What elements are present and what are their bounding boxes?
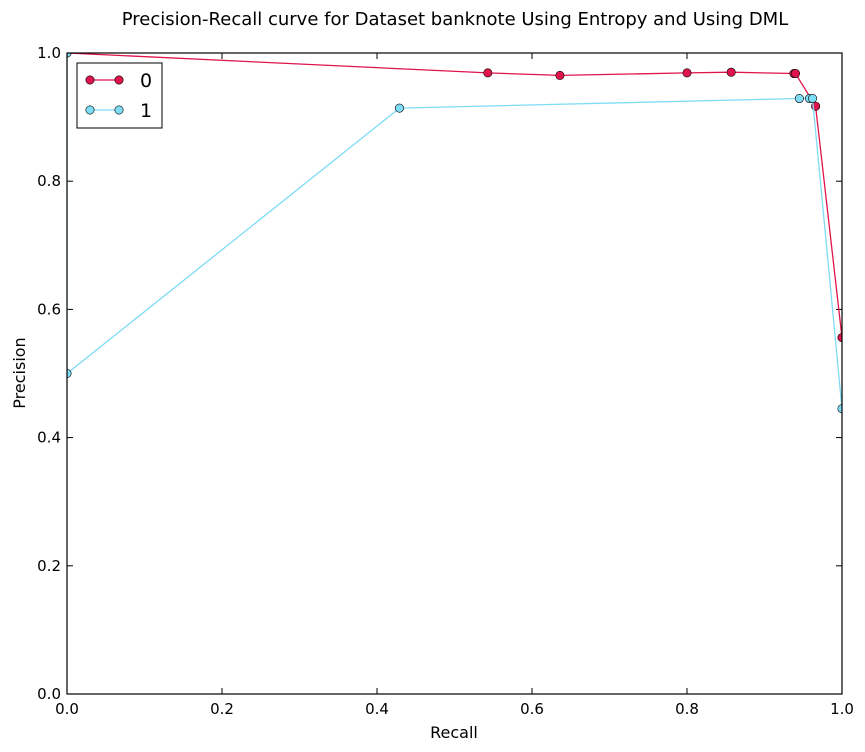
data-point-1: [67, 53, 72, 58]
legend-label-1: 1: [140, 100, 152, 122]
data-point-0: [555, 70, 565, 80]
data-point-0: [726, 67, 736, 77]
y-axis-label: Precision: [10, 337, 29, 408]
series-layer: [67, 53, 842, 414]
x-tick-label: 0.0: [55, 700, 79, 718]
legend-marker-1: [85, 105, 95, 115]
x-tick-label: 0.8: [675, 700, 699, 718]
data-point-0: [483, 68, 493, 78]
legend-box: [76, 62, 163, 129]
data-point-1: [808, 94, 818, 104]
plot-border: [66, 52, 843, 695]
data-point-0: [682, 68, 692, 78]
legend-marker-1: [114, 105, 124, 115]
x-tick-label: 0.2: [210, 700, 234, 718]
x-tick-label: 1.0: [830, 700, 854, 718]
plot-area: [67, 53, 842, 694]
data-point-1: [794, 94, 804, 104]
y-tick-label: 1.0: [37, 44, 61, 62]
legend-marker-0: [85, 75, 95, 85]
x-tick-label: 0.4: [365, 700, 389, 718]
y-tick-label: 0.0: [37, 685, 61, 703]
data-point-1: [67, 369, 72, 378]
y-tick-label: 0.8: [37, 172, 61, 190]
y-tick-label: 0.4: [37, 429, 61, 447]
data-point-0: [790, 69, 800, 79]
legend-label-0: 0: [140, 70, 152, 92]
legend-marker-0: [114, 75, 124, 85]
x-tick-label: 0.6: [520, 700, 544, 718]
chart-title: Precision-Recall curve for Dataset bankn…: [122, 9, 789, 30]
series-1: [67, 53, 842, 414]
x-axis-label: Recall: [430, 723, 478, 742]
legend: 01: [76, 62, 163, 129]
data-point-1: [394, 103, 404, 113]
y-tick-label: 0.2: [37, 557, 61, 575]
y-tick-label: 0.6: [37, 300, 61, 318]
